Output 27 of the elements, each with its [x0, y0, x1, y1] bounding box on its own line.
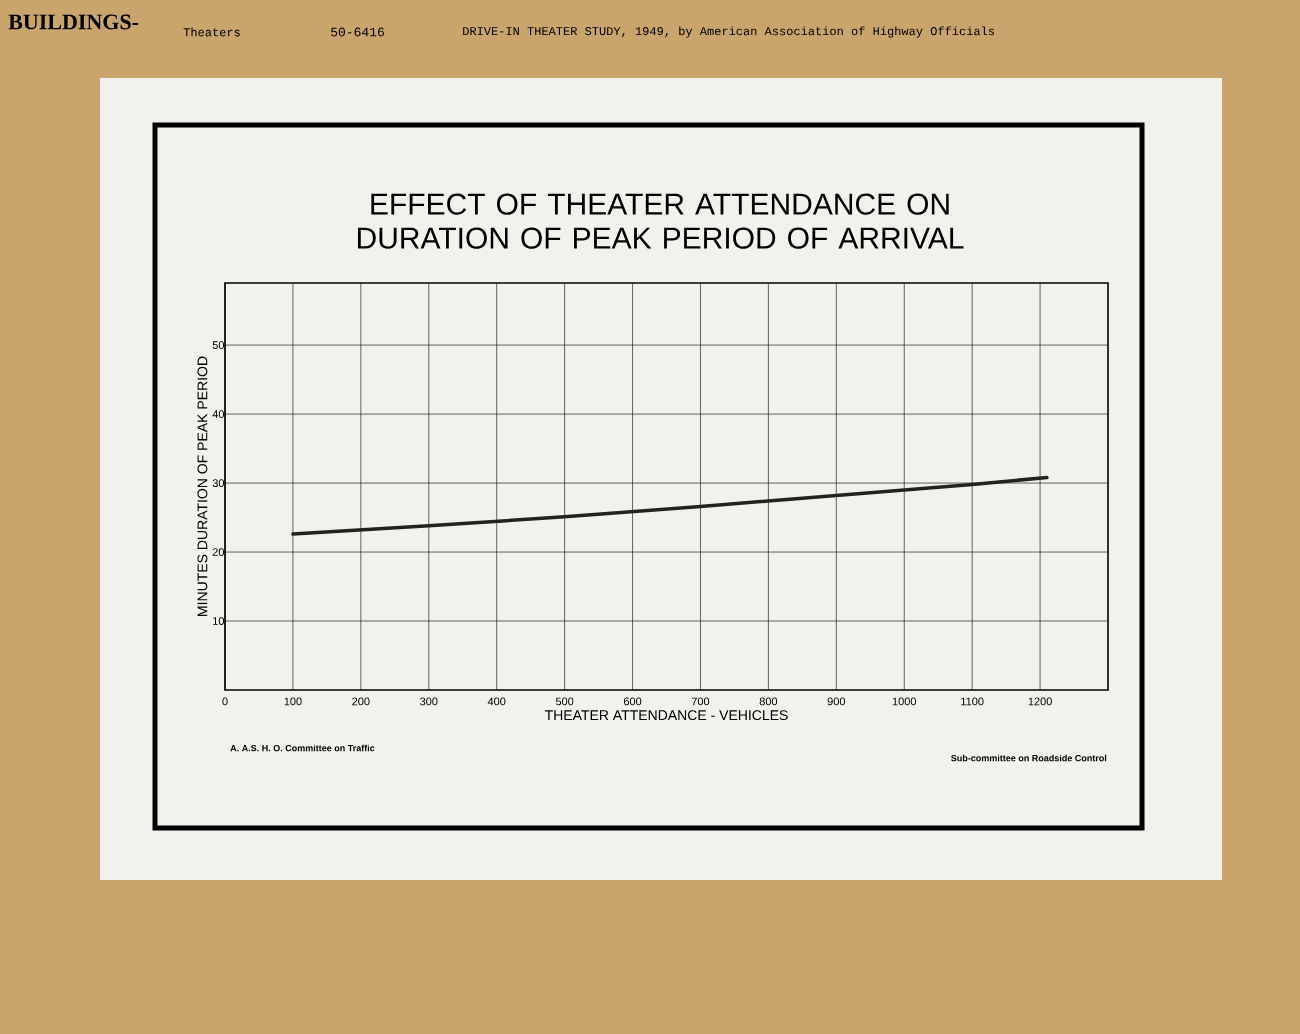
y-tick-label: 20 — [212, 548, 225, 556]
x-tick-label: 700 — [691, 697, 710, 706]
x-tick-label: 1100 — [961, 697, 984, 706]
x-axis-title: THEATER ATTENDANCE - VEHICLES — [544, 710, 788, 721]
text: Theaters — [183, 27, 240, 37]
x-tick-label: 800 — [759, 697, 778, 706]
text: DRIVE-IN THEATER STUDY, 1949, by American Association of Highway Officials — [463, 26, 995, 38]
text: A. A.S. H. O. Committee on Traffic — [230, 744, 375, 752]
y-axis-title: MINUTES DURATION OF PEAK PERIOD — [197, 356, 208, 616]
x-tick-label: 0 — [222, 697, 228, 706]
x-tick-label: 500 — [555, 697, 574, 706]
x-tick-label: 1200 — [1028, 697, 1052, 706]
x-tick-label: 400 — [487, 697, 506, 706]
y-tick-label: 30 — [212, 479, 225, 487]
x-tick-label: 200 — [352, 697, 370, 706]
y-tick-label: 40 — [212, 410, 225, 418]
x-tick-label: 100 — [284, 697, 302, 706]
text: 50-6416 — [331, 27, 384, 37]
x-tick-label: 900 — [827, 697, 846, 706]
y-tick-label: 50 — [212, 341, 225, 349]
x-tick-label: 1000 — [892, 697, 917, 706]
x-tick-label: 300 — [420, 697, 438, 706]
chart-title: EFFECT OF THEATER ATTENDANCE ON DURATION OF PEAK PERIOD OF ARRIVAL — [357, 193, 964, 249]
text: Sub-committee on Roadside Control — [951, 754, 1107, 762]
x-tick-label: 600 — [623, 697, 642, 706]
y-tick-label: 10 — [213, 617, 225, 625]
text: BUILDINGS- — [8, 14, 139, 30]
